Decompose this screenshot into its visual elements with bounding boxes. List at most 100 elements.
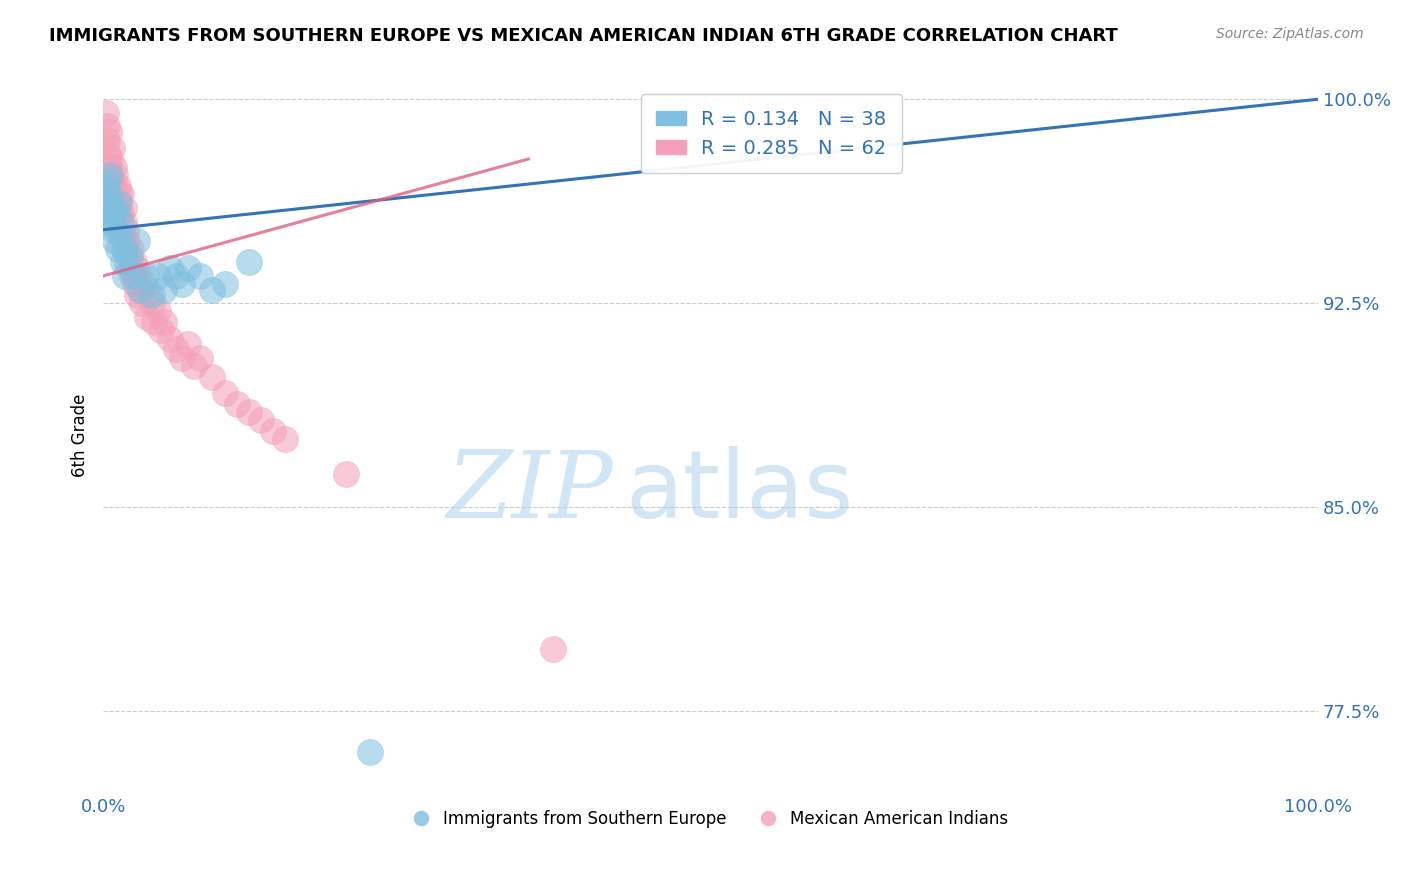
Point bbox=[100, 141, 122, 155]
Point bbox=[146, 304, 169, 318]
Point bbox=[153, 283, 176, 297]
Point bbox=[153, 315, 176, 329]
Point bbox=[135, 310, 157, 324]
Point bbox=[541, 641, 564, 656]
Point bbox=[238, 255, 260, 269]
Point bbox=[141, 288, 163, 302]
Point bbox=[127, 288, 149, 302]
Point bbox=[238, 405, 260, 419]
Point bbox=[108, 206, 131, 220]
Point bbox=[335, 467, 357, 482]
Point bbox=[100, 152, 122, 166]
Point bbox=[138, 288, 160, 302]
Text: ZIP: ZIP bbox=[447, 447, 613, 537]
Point bbox=[110, 206, 132, 220]
Point bbox=[214, 277, 236, 292]
Point bbox=[100, 169, 122, 183]
Point bbox=[128, 283, 150, 297]
Point bbox=[165, 343, 187, 357]
Point bbox=[94, 105, 117, 120]
Point bbox=[201, 369, 224, 384]
Point bbox=[107, 179, 129, 194]
Point bbox=[100, 174, 122, 188]
Point bbox=[188, 268, 211, 283]
Point bbox=[150, 323, 173, 337]
Text: Source: ZipAtlas.com: Source: ZipAtlas.com bbox=[1216, 27, 1364, 41]
Point bbox=[177, 337, 200, 351]
Point bbox=[274, 432, 297, 446]
Point bbox=[104, 201, 127, 215]
Point bbox=[94, 174, 117, 188]
Point bbox=[114, 268, 136, 283]
Point bbox=[103, 179, 125, 194]
Point bbox=[97, 201, 120, 215]
Point bbox=[172, 351, 194, 365]
Point bbox=[114, 242, 136, 256]
Point bbox=[122, 268, 145, 283]
Point bbox=[103, 223, 125, 237]
Point bbox=[96, 133, 118, 147]
Point bbox=[98, 187, 121, 202]
Point bbox=[118, 260, 141, 275]
Point bbox=[100, 214, 122, 228]
Point bbox=[124, 277, 146, 292]
Point bbox=[108, 195, 131, 210]
Point bbox=[108, 187, 131, 202]
Point bbox=[115, 223, 138, 237]
Point bbox=[165, 268, 187, 283]
Point bbox=[112, 201, 135, 215]
Point bbox=[110, 214, 132, 228]
Point bbox=[118, 250, 141, 264]
Point bbox=[262, 424, 284, 438]
Point bbox=[101, 201, 124, 215]
Point bbox=[122, 255, 145, 269]
Point bbox=[159, 331, 181, 345]
Point bbox=[112, 242, 135, 256]
Point bbox=[214, 385, 236, 400]
Point bbox=[125, 260, 148, 275]
Point bbox=[250, 413, 273, 427]
Point bbox=[146, 268, 169, 283]
Text: IMMIGRANTS FROM SOUTHERN EUROPE VS MEXICAN AMERICAN INDIAN 6TH GRADE CORRELATION: IMMIGRANTS FROM SOUTHERN EUROPE VS MEXIC… bbox=[49, 27, 1118, 45]
Point bbox=[141, 296, 163, 310]
Text: atlas: atlas bbox=[626, 446, 853, 538]
Point bbox=[111, 255, 134, 269]
Point bbox=[104, 169, 127, 183]
Point bbox=[96, 179, 118, 194]
Point bbox=[108, 228, 131, 243]
Point bbox=[105, 214, 128, 228]
Point bbox=[131, 296, 153, 310]
Point bbox=[172, 277, 194, 292]
Point bbox=[103, 160, 125, 174]
Point bbox=[134, 277, 156, 292]
Point bbox=[135, 268, 157, 283]
Point bbox=[100, 206, 122, 220]
Point bbox=[96, 195, 118, 210]
Point bbox=[104, 234, 127, 248]
Point bbox=[177, 260, 200, 275]
Point bbox=[117, 234, 139, 248]
Point bbox=[201, 283, 224, 297]
Point bbox=[108, 223, 131, 237]
Point bbox=[128, 283, 150, 297]
Point bbox=[97, 146, 120, 161]
Point bbox=[98, 160, 121, 174]
Point bbox=[98, 125, 121, 139]
Y-axis label: 6th Grade: 6th Grade bbox=[72, 393, 89, 476]
Legend: Immigrants from Southern Europe, Mexican American Indians: Immigrants from Southern Europe, Mexican… bbox=[406, 803, 1015, 834]
Point bbox=[359, 745, 381, 759]
Point bbox=[183, 359, 205, 373]
Point bbox=[97, 214, 120, 228]
Point bbox=[121, 268, 143, 283]
Point bbox=[159, 260, 181, 275]
Point bbox=[96, 120, 118, 134]
Point bbox=[117, 250, 139, 264]
Point bbox=[107, 195, 129, 210]
Point bbox=[127, 268, 149, 283]
Point bbox=[120, 242, 142, 256]
Point bbox=[225, 397, 247, 411]
Point bbox=[110, 187, 132, 202]
Point bbox=[101, 187, 124, 202]
Point bbox=[143, 315, 166, 329]
Point bbox=[105, 206, 128, 220]
